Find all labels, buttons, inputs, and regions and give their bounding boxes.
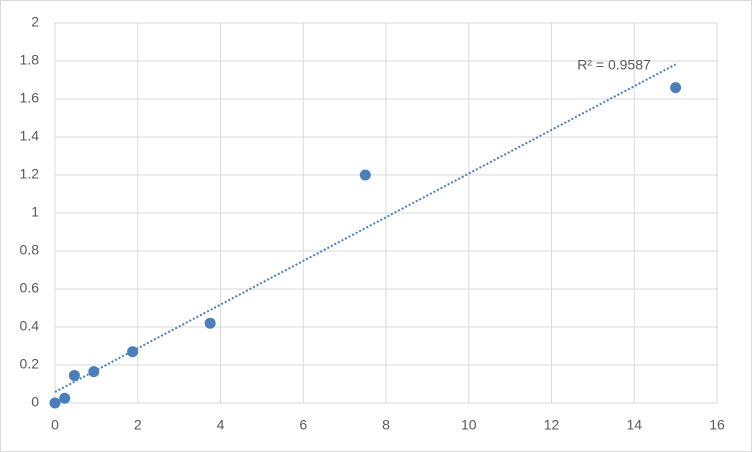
y-tick-label: 0.2: [20, 356, 40, 372]
point: [68, 369, 80, 381]
trendline: [54, 63, 677, 393]
point: [670, 82, 682, 94]
point: [88, 366, 100, 378]
y-tick-label: 0.4: [20, 318, 40, 334]
x-tick-label: 0: [51, 417, 59, 433]
y-tick-label: 0: [31, 394, 39, 410]
y-tick-label: 0.8: [20, 242, 40, 258]
point: [127, 346, 139, 358]
y-tick-label: 1.4: [20, 128, 40, 144]
annotation: R² = 0.9587: [577, 57, 651, 73]
point: [359, 169, 371, 181]
point: [204, 317, 216, 329]
x-tick-label: 2: [134, 417, 142, 433]
y-tick-label: 1.6: [20, 90, 40, 106]
x-tick-label: 8: [382, 417, 390, 433]
point: [59, 392, 71, 404]
x-tick-label: 14: [626, 417, 642, 433]
y-tick-label: 1.8: [20, 52, 40, 68]
y-tick-label: 0.6: [20, 280, 40, 296]
x-tick-label: 4: [217, 417, 225, 433]
y-tick-label: 1: [31, 204, 39, 220]
y-tick-label: 2: [31, 14, 39, 30]
point: [49, 397, 61, 409]
x-tick-label: 10: [461, 417, 477, 433]
x-tick-label: 12: [544, 417, 560, 433]
y-tick-label: 1.2: [20, 166, 40, 182]
x-tick-label: 6: [299, 417, 307, 433]
x-tick-label: 16: [709, 417, 725, 433]
